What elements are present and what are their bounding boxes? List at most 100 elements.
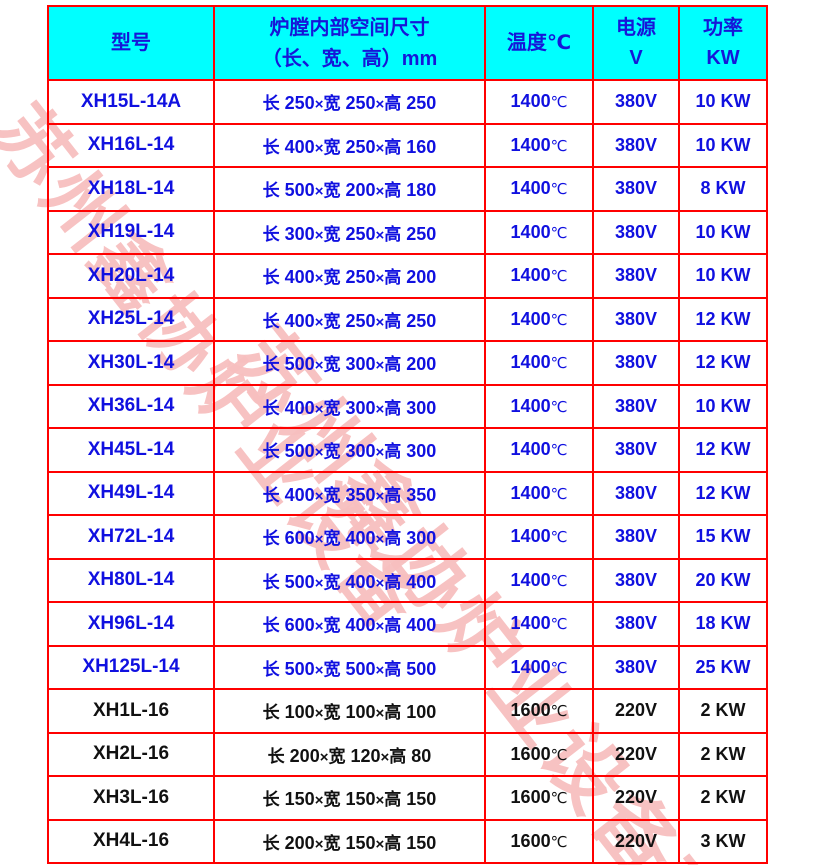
label-height: 高 <box>384 94 402 115</box>
times-icon: × <box>314 574 324 592</box>
cell-voltage: 220V <box>592 731 680 777</box>
cell-dimensions-value: 长 500×宽 500×高 500 <box>263 658 437 680</box>
times-icon: × <box>375 444 385 462</box>
cell-temperature: 1400℃ <box>484 470 594 516</box>
cell-temperature: 1400℃ <box>484 514 594 560</box>
cell-power-value: 20 KW <box>695 569 751 590</box>
cell-model-value: XH36L-14 <box>87 395 175 417</box>
cell-power-value: 10 KW <box>695 265 751 286</box>
cell-voltage-value: 380V <box>614 308 658 329</box>
cell-model-value: XH125L-14 <box>82 656 180 678</box>
times-icon: × <box>314 357 324 375</box>
label-height: 高 <box>384 659 402 680</box>
cell-power: 10 KW <box>678 253 768 299</box>
cell-voltage: 380V <box>592 427 680 473</box>
value-height: 300 <box>401 441 437 462</box>
cell-power-value: 3 KW <box>700 830 746 851</box>
value-length: 400 <box>279 484 315 505</box>
cell-temperature: 1400℃ <box>484 209 594 255</box>
cell-dimensions-value: 长 500×宽 300×高 200 <box>263 354 437 376</box>
label-width: 宽 <box>323 355 341 376</box>
degree-celsius-icon: ℃ <box>550 615 568 634</box>
label-height: 高 <box>384 790 402 811</box>
cell-model: XH1L-16 <box>47 688 215 734</box>
cell-model-value: XH1L-16 <box>92 699 170 721</box>
cell-dimensions-value: 长 400×宽 350×高 350 <box>263 484 437 506</box>
col-header-dimensions-unit: mm <box>401 47 438 70</box>
value-height: 100 <box>401 702 437 723</box>
cell-model: XH125L-14 <box>47 644 215 690</box>
cell-voltage: 380V <box>592 296 680 342</box>
label-height: 高 <box>384 224 402 245</box>
cell-model: XH72L-14 <box>47 514 215 560</box>
degree-celsius-icon: ℃ <box>550 397 568 416</box>
cell-temperature: 1600℃ <box>484 731 594 777</box>
value-width: 250 <box>340 223 376 244</box>
cell-temperature: 1600℃ <box>484 775 594 821</box>
furnace-spec-table: 型号 炉膛内部空间尺寸 （长、宽、高）mm 温度℃ 电源 V 功率 <box>47 5 768 864</box>
cell-model-value: XH25L-14 <box>87 308 175 330</box>
cell-temperature-value: 1400 <box>510 439 551 460</box>
cell-voltage-value: 380V <box>614 613 658 634</box>
value-width: 400 <box>340 571 376 592</box>
times-icon: × <box>375 400 385 418</box>
cell-power: 2 KW <box>678 775 768 821</box>
cell-model: XH49L-14 <box>47 470 215 516</box>
value-height: 400 <box>401 615 437 636</box>
cell-voltage-value: 380V <box>614 221 658 242</box>
cell-dimensions-value: 长 500×宽 400×高 400 <box>263 571 437 593</box>
cell-temperature-value: 1400 <box>510 656 551 677</box>
cell-temperature: 1400℃ <box>484 601 594 647</box>
degree-celsius-icon: ℃ <box>550 789 568 808</box>
cell-model: XH3L-16 <box>47 775 215 821</box>
cell-temperature: 1600℃ <box>484 688 594 734</box>
value-width: 300 <box>340 354 376 375</box>
label-height: 高 <box>384 572 402 593</box>
value-height: 80 <box>406 745 432 766</box>
header-row: 型号 炉膛内部空间尺寸 （长、宽、高）mm 温度℃ 电源 V 功率 <box>47 5 768 81</box>
times-icon: × <box>314 226 324 244</box>
cell-dimensions-value: 长 300×宽 250×高 250 <box>263 223 437 245</box>
cell-model: XH20L-14 <box>47 253 215 299</box>
cell-power: 10 KW <box>678 209 768 255</box>
times-icon: × <box>314 487 324 505</box>
times-icon: × <box>314 661 324 679</box>
cell-power-value: 2 KW <box>700 700 746 721</box>
label-length: 长 <box>262 137 280 158</box>
cell-power-value: 15 KW <box>695 526 751 547</box>
degree-celsius-icon: ℃ <box>550 702 568 721</box>
value-height: 300 <box>401 528 437 549</box>
value-width: 300 <box>340 397 376 418</box>
times-icon: × <box>314 313 324 331</box>
label-length: 长 <box>262 311 280 332</box>
cell-voltage: 380V <box>592 340 680 386</box>
times-icon: × <box>314 139 324 157</box>
times-icon: × <box>375 270 385 288</box>
table-row: XH18L-14 长 500×宽 200×高 180 1400℃ 380V 8 KW <box>47 166 768 212</box>
cell-dimensions: 长 400×宽 250×高 200 <box>213 253 486 299</box>
value-height: 150 <box>401 789 437 810</box>
value-length: 500 <box>279 658 315 679</box>
cell-temperature-value: 1400 <box>510 221 551 242</box>
label-length: 长 <box>262 790 280 811</box>
value-length: 300 <box>279 223 315 244</box>
degree-celsius-icon: ℃ <box>550 571 568 590</box>
label-width: 宽 <box>323 572 341 593</box>
cell-dimensions-value: 长 600×宽 400×高 400 <box>263 615 437 636</box>
col-header-dimensions-line1: 炉膛内部空间尺寸 <box>269 14 430 39</box>
value-height: 150 <box>401 832 437 853</box>
cell-voltage: 380V <box>592 122 680 168</box>
degree-celsius-icon: ℃ <box>550 310 568 329</box>
label-width: 宽 <box>323 268 341 289</box>
cell-temperature-value: 1400 <box>510 91 551 112</box>
cell-temperature-value: 1600 <box>510 830 551 851</box>
cell-model: XH18L-14 <box>47 166 215 212</box>
value-width: 150 <box>340 789 376 810</box>
cell-power-value: 25 KW <box>695 656 751 677</box>
value-length: 400 <box>279 397 315 418</box>
cell-temperature-value: 1600 <box>510 700 551 721</box>
value-height: 300 <box>401 397 437 418</box>
table-row: XH80L-14 长 500×宽 400×高 400 1400℃ 380V 20 KW <box>47 557 768 603</box>
cell-power: 8 KW <box>678 166 768 212</box>
